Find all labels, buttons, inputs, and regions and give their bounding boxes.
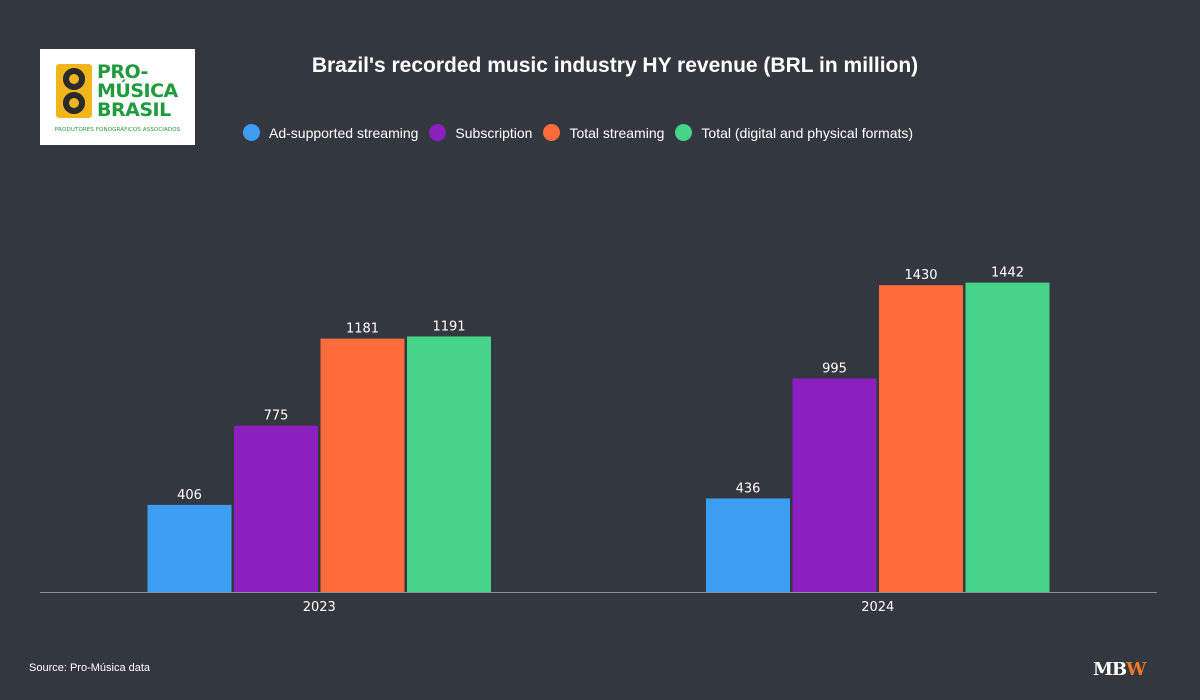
data-label-2024-2: 1430 [904,268,937,283]
bar-2023-2[interactable] [320,338,405,592]
legend-label: Subscription [455,124,533,141]
logo-tagline: PRODUTORES FONOGRÁFICOS ASSOCIADOS [54,127,181,133]
bar-2024-1[interactable] [792,378,877,592]
data-label-2024-3: 1442 [991,266,1024,281]
legend-label: Ad-supported streaming [269,124,419,141]
x-tick-label-2023: 2023 [303,600,336,615]
mbw-logo-w: W [1126,659,1146,680]
data-label-2023-2: 1181 [346,322,379,337]
legend-swatch-icon [675,124,693,141]
logo-line-3: BRASIL [97,99,171,121]
bar-2023-3[interactable] [407,336,491,592]
legend-swatch-icon [429,124,447,141]
logo-wordmark: PRO- MÚSICA BRASIL [97,63,178,120]
bar-2023-1[interactable] [234,425,318,592]
data-label-2023-3: 1191 [432,319,465,334]
legend-item-0[interactable]: Ad-supported streaming [243,124,418,141]
logo-line-1: PRO- [97,61,148,83]
legend-item-2[interactable]: Total streaming [543,124,664,141]
mbw-logo-mb: MB [1093,659,1127,680]
data-label-2023-1: 775 [264,409,289,424]
pro-musica-logo: PRO- MÚSICA BRASIL PRODUTORES FONOGRÁFIC… [40,49,195,145]
legend-item-1[interactable]: Subscription [429,124,532,141]
bar-2023-0[interactable] [147,504,232,592]
bar-2024-3[interactable] [965,282,1050,592]
bar-2024-0[interactable] [706,498,790,592]
speaker-icon [56,64,92,118]
legend-label: Total streaming [569,124,665,141]
x-tick-label-2024: 2024 [861,600,894,615]
legend-swatch-icon [543,124,561,141]
legend-item-3[interactable]: Total (digital and physical formats) [675,124,913,141]
bar-2024-2[interactable] [879,285,963,592]
source-note: Source: Pro-Música data [29,662,151,674]
chart-title: Brazil's recorded music industry HY reve… [311,54,919,77]
mbw-logo: MBW [1093,659,1146,680]
legend-swatch-icon [243,124,260,141]
logo-line-2: MÚSICA [97,80,178,102]
legend-label: Total (digital and physical formats) [701,124,914,141]
data-label-2023-0: 406 [177,488,202,503]
data-label-2024-1: 995 [822,362,847,377]
data-label-2024-0: 436 [736,481,761,496]
chart-legend: Ad-supported streaming Subscription Total … [243,124,924,141]
